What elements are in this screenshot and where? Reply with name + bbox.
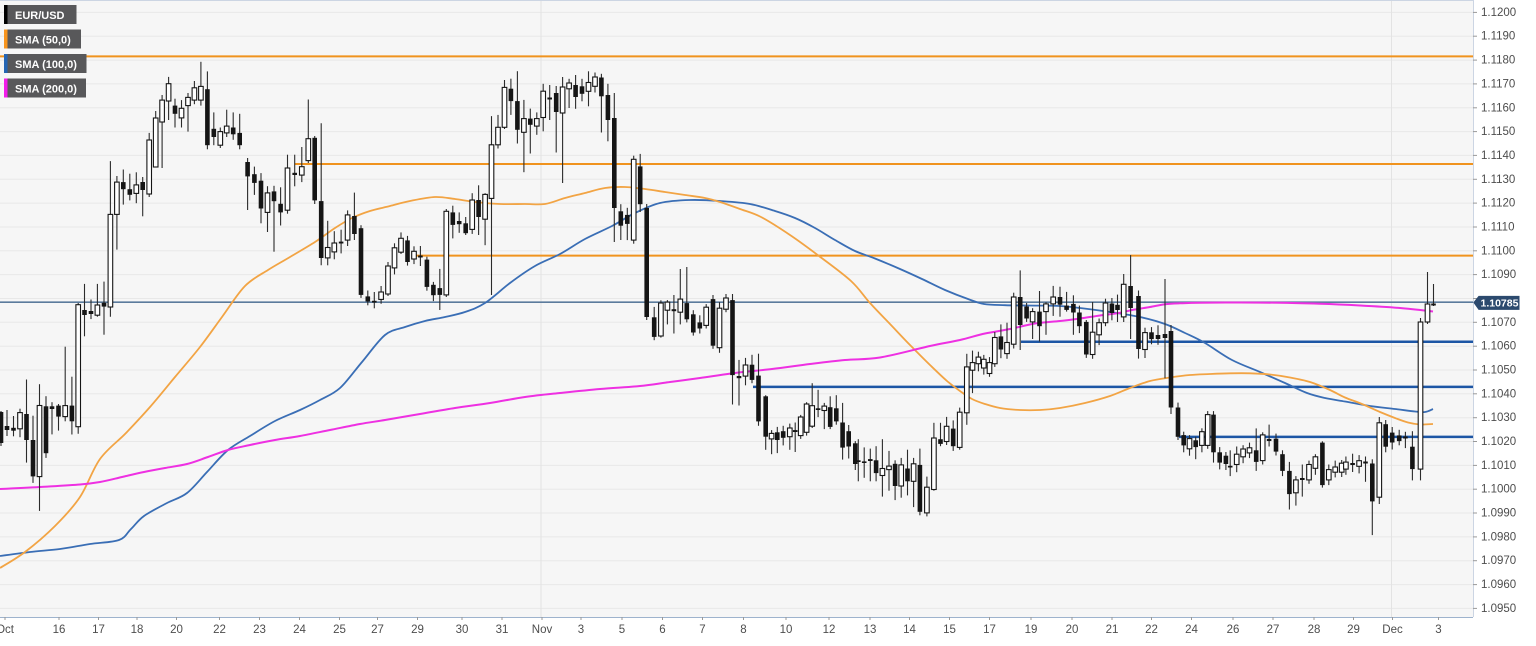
- svg-text:1.1150: 1.1150: [1481, 126, 1515, 138]
- svg-text:1.1070: 1.1070: [1481, 317, 1516, 329]
- svg-text:30: 30: [456, 624, 469, 636]
- svg-text:1.1180: 1.1180: [1481, 55, 1515, 67]
- svg-text:1.1120: 1.1120: [1481, 198, 1515, 210]
- svg-text:15: 15: [943, 624, 956, 636]
- svg-text:1.1130: 1.1130: [1481, 174, 1515, 186]
- svg-text:25: 25: [333, 624, 346, 636]
- svg-text:19: 19: [1025, 624, 1038, 636]
- svg-text:7: 7: [699, 624, 705, 636]
- svg-text:20: 20: [170, 624, 183, 636]
- svg-text:1.1110: 1.1110: [1481, 222, 1514, 234]
- svg-text:6: 6: [659, 624, 665, 636]
- svg-text:Nov: Nov: [532, 624, 553, 636]
- svg-text:1.1020: 1.1020: [1481, 436, 1516, 448]
- svg-text:20: 20: [1066, 624, 1079, 636]
- svg-text:Dec: Dec: [1382, 624, 1403, 636]
- svg-text:1.1000: 1.1000: [1481, 484, 1516, 496]
- svg-text:29: 29: [1347, 624, 1360, 636]
- svg-text:14: 14: [903, 624, 916, 636]
- svg-text:21: 21: [1106, 624, 1119, 636]
- svg-text:1.1140: 1.1140: [1481, 150, 1515, 162]
- svg-text:16: 16: [53, 624, 66, 636]
- svg-text:1.1200: 1.1200: [1481, 7, 1516, 19]
- svg-text:10: 10: [780, 624, 793, 636]
- svg-text:1.1160: 1.1160: [1481, 102, 1515, 114]
- svg-text:1.0960: 1.0960: [1481, 579, 1516, 591]
- svg-text:22: 22: [1145, 624, 1158, 636]
- svg-text:26: 26: [1227, 624, 1240, 636]
- svg-text:1.1100: 1.1100: [1481, 245, 1515, 257]
- svg-text:1.1170: 1.1170: [1481, 78, 1515, 90]
- svg-text:29: 29: [411, 624, 424, 636]
- svg-text:1.0990: 1.0990: [1481, 508, 1516, 520]
- svg-text:13: 13: [864, 624, 877, 636]
- svg-text:SMA (200,0): SMA (200,0): [15, 84, 77, 96]
- svg-text:3: 3: [578, 624, 584, 636]
- svg-text:1.1050: 1.1050: [1481, 365, 1516, 377]
- svg-text:22: 22: [213, 624, 226, 636]
- svg-text:17: 17: [92, 624, 105, 636]
- svg-text:Oct: Oct: [0, 624, 15, 636]
- svg-text:1.0950: 1.0950: [1481, 603, 1516, 615]
- svg-text:EUR/USD: EUR/USD: [15, 10, 65, 22]
- svg-text:1.1090: 1.1090: [1481, 269, 1516, 281]
- svg-text:27: 27: [371, 624, 384, 636]
- svg-text:1.0980: 1.0980: [1481, 531, 1516, 543]
- svg-text:1.10785: 1.10785: [1481, 298, 1519, 310]
- svg-text:1.1190: 1.1190: [1481, 31, 1515, 43]
- svg-text:SMA (50,0): SMA (50,0): [15, 35, 71, 47]
- svg-text:12: 12: [823, 624, 836, 636]
- svg-text:24: 24: [1185, 624, 1198, 636]
- svg-text:5: 5: [619, 624, 625, 636]
- svg-text:1.1030: 1.1030: [1481, 412, 1516, 424]
- svg-text:24: 24: [293, 624, 306, 636]
- svg-text:18: 18: [131, 624, 144, 636]
- svg-text:31: 31: [496, 624, 509, 636]
- svg-text:28: 28: [1308, 624, 1321, 636]
- svg-text:SMA (100,0): SMA (100,0): [15, 59, 77, 71]
- svg-text:1.1060: 1.1060: [1481, 341, 1516, 353]
- svg-text:3: 3: [1435, 624, 1441, 636]
- svg-text:1.1040: 1.1040: [1481, 388, 1516, 400]
- svg-text:23: 23: [253, 624, 266, 636]
- svg-text:1.0970: 1.0970: [1481, 555, 1516, 567]
- svg-text:1.1010: 1.1010: [1481, 460, 1516, 472]
- svg-text:27: 27: [1267, 624, 1280, 636]
- svg-text:17: 17: [983, 624, 996, 636]
- svg-text:8: 8: [740, 624, 746, 636]
